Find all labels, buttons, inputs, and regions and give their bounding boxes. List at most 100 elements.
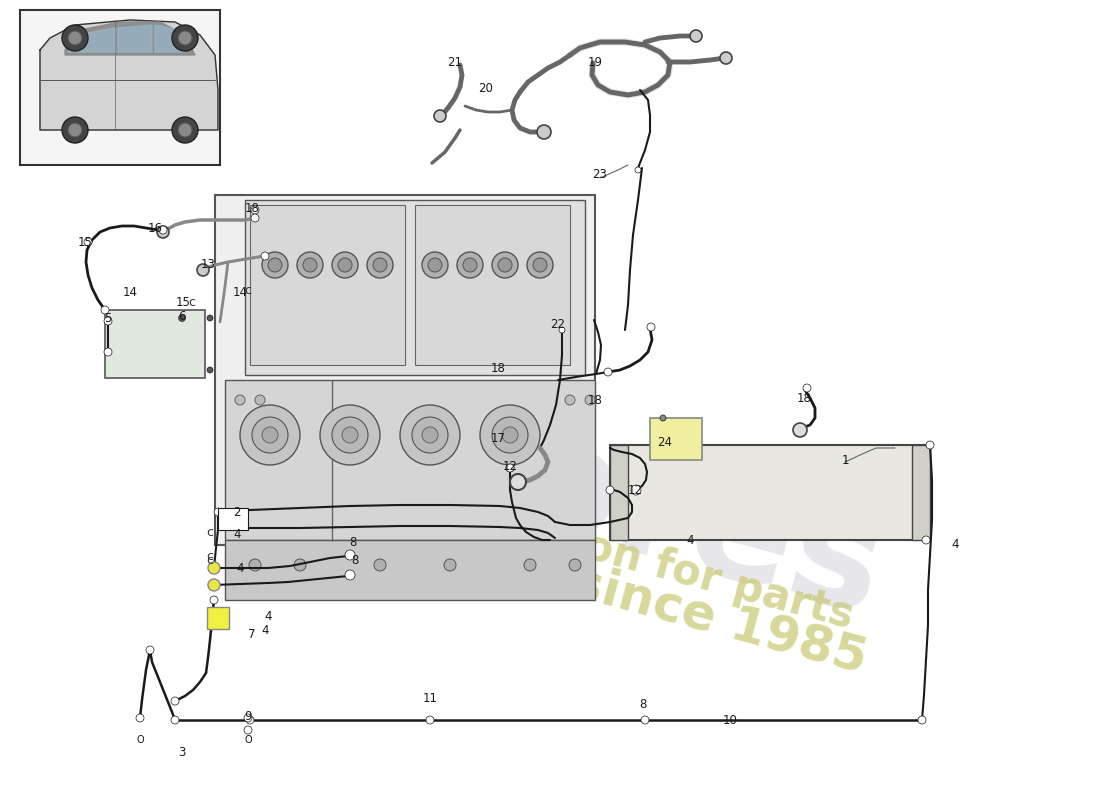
Bar <box>104 310 205 378</box>
Text: 18: 18 <box>491 362 505 374</box>
Bar <box>610 445 930 540</box>
Bar <box>20 10 220 165</box>
Circle shape <box>178 314 186 322</box>
Circle shape <box>252 417 288 453</box>
Circle shape <box>170 697 179 705</box>
Text: c: c <box>207 554 213 566</box>
Circle shape <box>926 441 934 449</box>
Text: 19: 19 <box>587 57 603 70</box>
Circle shape <box>62 117 88 143</box>
Bar <box>245 200 585 375</box>
Circle shape <box>412 417 448 453</box>
Polygon shape <box>65 22 195 55</box>
Circle shape <box>345 550 355 560</box>
Circle shape <box>422 427 438 443</box>
Circle shape <box>635 167 641 173</box>
Text: 12: 12 <box>627 483 642 497</box>
Text: 15: 15 <box>78 235 92 249</box>
Polygon shape <box>68 28 116 52</box>
Circle shape <box>68 123 82 137</box>
Circle shape <box>444 559 456 571</box>
Circle shape <box>104 317 112 325</box>
Text: 9: 9 <box>244 710 252 723</box>
Polygon shape <box>155 25 185 52</box>
Text: 10: 10 <box>723 714 737 726</box>
Text: 18: 18 <box>796 391 812 405</box>
Circle shape <box>210 596 218 604</box>
Circle shape <box>803 384 811 392</box>
Circle shape <box>428 258 442 272</box>
Circle shape <box>604 368 612 376</box>
Text: O: O <box>136 735 144 745</box>
Circle shape <box>434 110 446 122</box>
Circle shape <box>506 464 514 472</box>
Circle shape <box>510 474 526 490</box>
Text: 24: 24 <box>658 437 672 450</box>
Bar <box>250 205 405 365</box>
Text: 13: 13 <box>200 258 216 271</box>
Text: 4: 4 <box>262 623 268 637</box>
Circle shape <box>374 559 386 571</box>
Circle shape <box>527 252 553 278</box>
Text: 14: 14 <box>232 286 248 298</box>
Text: 23: 23 <box>593 169 607 182</box>
Bar <box>610 445 628 540</box>
Circle shape <box>606 486 614 494</box>
Text: since 1985: since 1985 <box>568 558 872 682</box>
Text: 1: 1 <box>842 454 849 466</box>
Circle shape <box>720 52 732 64</box>
Text: 8: 8 <box>639 698 647 711</box>
Circle shape <box>559 327 565 333</box>
Text: 18: 18 <box>244 202 260 214</box>
Circle shape <box>463 258 477 272</box>
Circle shape <box>922 536 930 544</box>
Circle shape <box>208 562 220 574</box>
Circle shape <box>255 395 265 405</box>
Circle shape <box>338 258 352 272</box>
Text: 14: 14 <box>122 286 138 298</box>
Circle shape <box>262 252 288 278</box>
Circle shape <box>641 716 649 724</box>
Circle shape <box>251 206 258 214</box>
Circle shape <box>84 238 92 246</box>
Circle shape <box>210 564 218 572</box>
Text: 4: 4 <box>236 562 244 574</box>
Text: 11: 11 <box>422 691 438 705</box>
Circle shape <box>244 726 252 734</box>
Text: 8: 8 <box>351 554 359 566</box>
Polygon shape <box>118 25 152 52</box>
Circle shape <box>240 405 300 465</box>
Text: a passion for parts: a passion for parts <box>421 482 859 638</box>
Circle shape <box>456 252 483 278</box>
Bar <box>226 380 595 540</box>
Circle shape <box>793 423 807 437</box>
Text: 8: 8 <box>350 537 356 550</box>
Circle shape <box>647 323 654 331</box>
Circle shape <box>332 417 368 453</box>
Circle shape <box>235 395 245 405</box>
Circle shape <box>208 579 220 591</box>
Text: 15: 15 <box>176 295 190 309</box>
Circle shape <box>214 508 222 516</box>
Circle shape <box>172 117 198 143</box>
Polygon shape <box>40 20 218 130</box>
Circle shape <box>297 252 323 278</box>
Circle shape <box>422 252 448 278</box>
Text: 22: 22 <box>550 318 565 331</box>
Circle shape <box>146 646 154 654</box>
Text: 5: 5 <box>104 311 112 325</box>
Circle shape <box>332 252 358 278</box>
Circle shape <box>207 315 213 321</box>
Bar <box>207 607 229 629</box>
Text: c: c <box>244 285 252 298</box>
Circle shape <box>251 214 258 222</box>
Circle shape <box>480 405 540 465</box>
Text: c: c <box>188 297 196 310</box>
Text: 4: 4 <box>952 538 959 551</box>
Circle shape <box>262 427 278 443</box>
Circle shape <box>400 405 460 465</box>
Text: 18: 18 <box>587 394 603 406</box>
Circle shape <box>690 30 702 42</box>
Circle shape <box>244 714 252 722</box>
Bar <box>912 445 930 540</box>
